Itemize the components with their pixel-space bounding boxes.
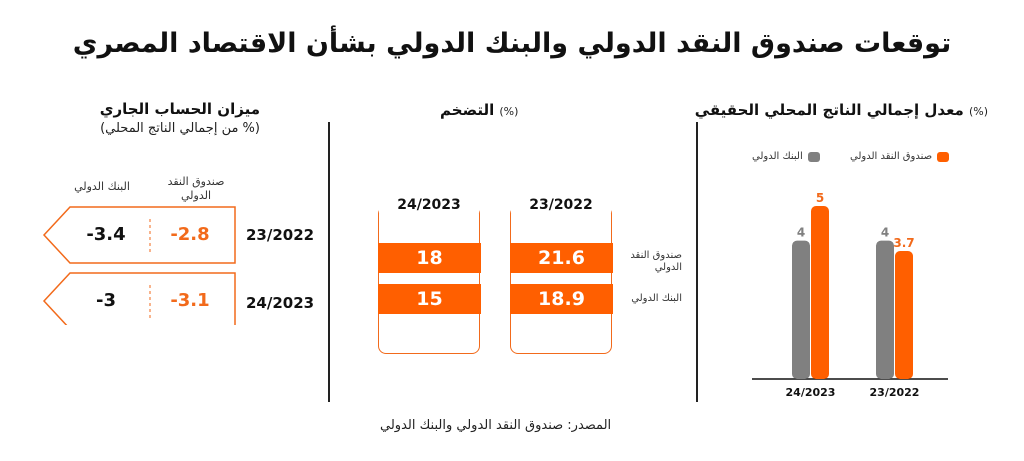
- bar-imf: [811, 206, 829, 379]
- data-label-imf: 5: [816, 191, 824, 205]
- ca-title: ميزان الحساب الجاري: [99, 100, 260, 118]
- inflation-cell-imf-2023: 18: [378, 243, 481, 273]
- legend-wb-swatch: [807, 151, 820, 162]
- bar-wb: [792, 240, 810, 379]
- ca-row-frame-2023: [42, 272, 236, 325]
- inflation-cell-imf-2022: 21.6: [510, 243, 613, 273]
- gdp-chart-unit: (%): [968, 105, 988, 118]
- ca-row-frame-2022: [42, 206, 236, 264]
- x-tick-label: 24/2023: [786, 386, 836, 399]
- ca-value-imf-2022: -2.8: [170, 224, 210, 245]
- ca-year-2023: 24/2023: [246, 294, 315, 312]
- data-label-wb: 4: [797, 226, 805, 240]
- gdp-chart-title: معدل إجمالي الناتج المحلي الحقيقي: [694, 101, 964, 119]
- divider-left: [328, 122, 330, 402]
- legend-imf-swatch: [937, 151, 950, 162]
- bar-imf: [895, 250, 913, 379]
- legend-imf: صندوق النقد الدولي: [850, 151, 950, 162]
- inflation-title: التضخم: [440, 101, 495, 119]
- inflation-column-2023: 24/2023: [378, 197, 480, 354]
- divider-right: [696, 122, 698, 402]
- data-label-wb: 4: [881, 226, 889, 240]
- legend-imf-label: صندوق النقد الدولي: [850, 151, 933, 162]
- inflation-column-header: 24/2023: [379, 197, 479, 213]
- bar-wb: [876, 240, 894, 379]
- page-title: توقعات صندوق النقد الدولي والبنك الدولي …: [72, 28, 952, 59]
- inflation-row-label-imf: صندوق النقد الدولي: [630, 250, 682, 273]
- ca-subtitle: (% من إجمالي الناتج المحلي): [100, 121, 260, 136]
- gdp-chart-heading: معدل إجمالي الناتج المحلي الحقيقي (%): [695, 100, 988, 119]
- inflation-unit: (%): [499, 105, 519, 118]
- ca-column-label-imf: صندوق النقد الدولي: [167, 175, 225, 202]
- ca-value-wb-2023: -3: [96, 290, 116, 311]
- inflation-column-header: 23/2022: [511, 197, 611, 213]
- inflation-column-2022: 23/2022: [510, 197, 612, 354]
- source-note: المصدر: صندوق النقد الدولي والبنك الدولي: [380, 418, 612, 433]
- inflation-heading: التضخم (%): [440, 100, 518, 119]
- ca-heading: ميزان الحساب الجاري: [99, 100, 260, 118]
- x-tick-label: 23/2022: [870, 386, 920, 399]
- legend-wb: البنك الدولي: [752, 151, 820, 162]
- legend-wb-label: البنك الدولي: [752, 151, 803, 162]
- ca-year-2022: 23/2022: [246, 226, 315, 244]
- gdp-chart: 4 3.7 23/2022 4 5 24/2023: [752, 191, 948, 399]
- inflation-cell-wb-2022: 18.9: [510, 284, 613, 314]
- inflation-cell-wb-2023: 15: [378, 284, 481, 314]
- inflation-row-label-wb: البنك الدولي: [631, 293, 682, 304]
- ca-column-label-wb: البنك الدولي: [74, 180, 130, 193]
- data-label-imf: 3.7: [893, 236, 914, 250]
- ca-value-imf-2023: -3.1: [170, 290, 210, 311]
- ca-shapes: [42, 206, 236, 325]
- ca-value-wb-2022: -3.4: [86, 224, 126, 245]
